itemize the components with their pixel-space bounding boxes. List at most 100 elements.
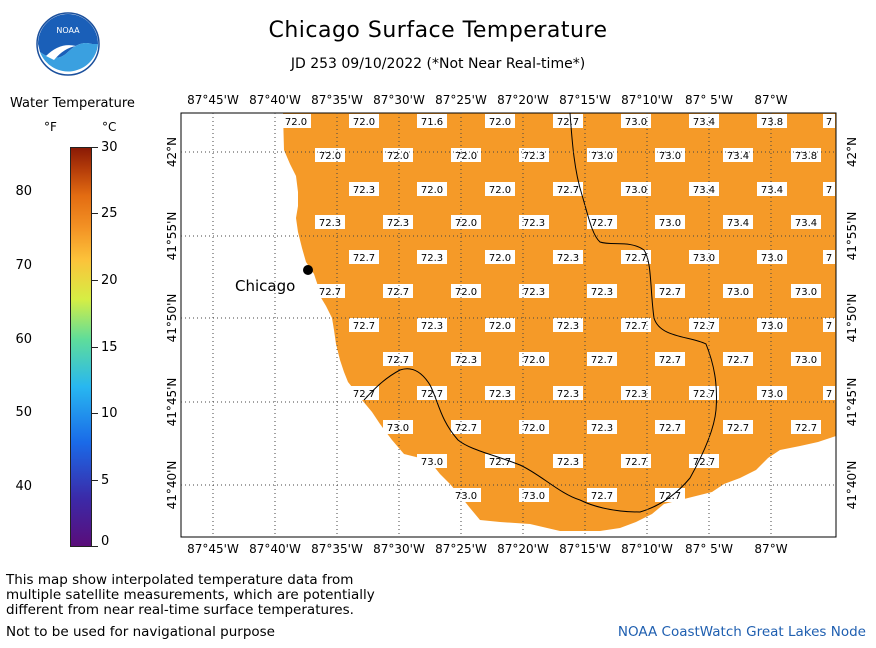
temperature-label-box [553,386,583,400]
temperature-label-box [655,284,685,298]
temperature-label: 71.6 [417,114,447,128]
temperature-label: 72.7 [587,215,617,229]
colorbar-tick [92,280,98,281]
temperature-value: 72.7 [455,423,477,434]
temperature-label-box [383,215,413,229]
temperature-value: 72.3 [557,253,579,264]
temperature-label-box [451,215,481,229]
temperature-label-box [417,318,447,332]
temperature-value: 72.0 [489,253,511,264]
temperature-value: 72.3 [455,355,477,366]
temperature-value: 72.7 [557,185,579,196]
temperature-label: 72.0 [451,215,481,229]
temperature-label: 72.3 [315,215,345,229]
temperature-label-box [655,215,685,229]
temperature-label: 72.0 [485,114,515,128]
temperature-value: 72.7 [625,253,647,264]
latitude-label-right: 41°40'N [845,461,859,510]
temperature-label-box [485,182,515,196]
temperature-label: 72.3 [553,250,583,264]
temperature-label: 72.7 [383,352,413,366]
temperature-value: 73.0 [659,151,681,162]
temperature-label-box [723,215,753,229]
temperature-value: 72.7 [421,389,443,400]
colorbar-ticks: 80 70 60 50 40 30 25 20 15 10 5 0 [0,0,140,560]
temperature-label: 73.0 [655,215,685,229]
temperature-label: 72.7 [689,454,719,468]
latitude-labels-left: 42°N 41°55'N 41°50'N 41°45'N 41°40'N [165,137,179,510]
temperature-label-box [383,284,413,298]
temperature-label-box [823,114,835,128]
temperature-value: 73.0 [693,253,715,264]
temperature-value: 72.7 [591,355,613,366]
temperature-label-box [451,488,481,502]
temperature-value: 7 [826,389,832,400]
temperature-label: 72.7 [587,352,617,366]
temperature-label-box [621,182,651,196]
temperature-label: 7 [823,114,835,128]
temperature-label: 72.7 [587,488,617,502]
temperature-label-box [383,352,413,366]
temperature-label: 72.7 [655,488,685,502]
temperature-label: 72.3 [349,182,379,196]
temperature-label-box [587,284,617,298]
temperature-label-box [723,284,753,298]
logo-text: NOAA [56,26,80,35]
credit-text: NOAA CoastWatch Great Lakes Node [617,624,866,640]
latitude-label-left: 41°45'N [165,378,179,427]
temperature-value: 72.7 [353,389,375,400]
temperature-label: 72.7 [621,318,651,332]
temperature-label-box [823,250,835,264]
temperature-label: 73.8 [757,114,787,128]
temperature-label: 73.0 [383,420,413,434]
temperature-value: 72.0 [353,117,375,128]
legend-tick-c: 30 [101,140,118,155]
longitude-label-bottom: 87°25'W [435,542,487,556]
temperature-label-box [485,386,515,400]
longitude-label-bottom: 87°40'W [249,542,301,556]
temperature-label: 72.0 [417,182,447,196]
temperature-value: 72.7 [795,423,817,434]
disclaimer-line: multiple satellite measurements, which a… [6,587,375,603]
longitude-label-bottom: 87°45'W [187,542,239,556]
temperature-value: 72.7 [727,423,749,434]
temperature-label-box [689,318,719,332]
temperature-label: 72.3 [519,215,549,229]
temperature-value: 72.3 [523,151,545,162]
temperature-label-box [621,454,651,468]
temperature-label: 73.4 [723,148,753,162]
map-subtitle: JD 253 09/10/2022 (*Not Near Real-time*) [290,56,586,72]
temperature-label: 72.7 [723,420,753,434]
temperature-value: 73.0 [591,151,613,162]
temperature-label: 72.0 [451,148,481,162]
temperature-label-box [621,318,651,332]
temperature-label-box [587,420,617,434]
temperature-label-box [417,454,447,468]
map-title: Chicago Surface Temperature [268,18,608,43]
temperature-label: 73.0 [723,284,753,298]
longitude-label-bottom: 87°30'W [373,542,425,556]
temperature-label-box [519,284,549,298]
temperature-label-box [655,420,685,434]
temperature-value: 72.7 [659,355,681,366]
temperature-label-box [553,454,583,468]
temperature-label-box [587,352,617,366]
map-frame [180,112,837,538]
legend-tick-f: 50 [15,405,32,420]
temperature-label: 73.4 [689,182,719,196]
temperature-value: 72.0 [285,117,307,128]
temperature-label-box [621,114,651,128]
temperature-value: 7 [826,321,832,332]
depth-contour [363,112,717,513]
temperature-value: 72.3 [625,389,647,400]
latitude-label-right: 41°55'N [845,212,859,261]
temperature-label-box [757,318,787,332]
temperature-label: 72.3 [485,386,515,400]
temperature-label: 72.0 [281,114,311,128]
temperature-label: 72.0 [485,250,515,264]
temperature-value: 72.7 [319,287,341,298]
disclaimer-line: This map show interpolated temperature d… [6,572,354,588]
temperature-label-box [791,215,821,229]
temperature-label: 72.7 [655,284,685,298]
disclaimer-text: This map show interpolated temperature d… [6,573,375,618]
